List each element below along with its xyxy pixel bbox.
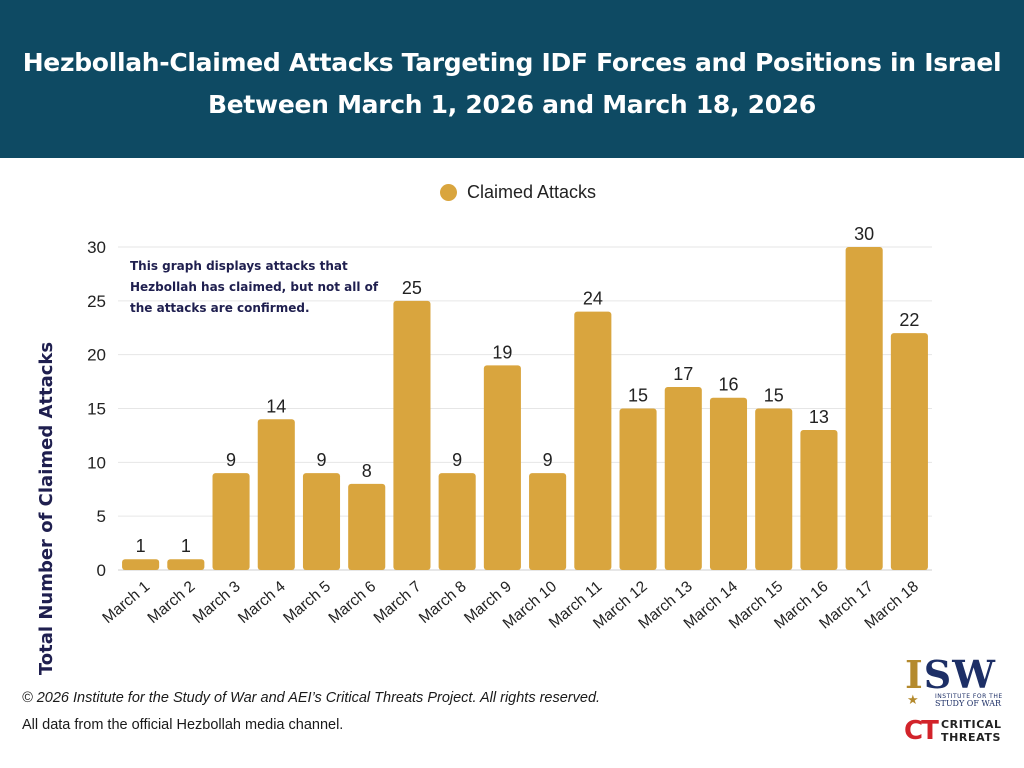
y-tick-label: 10 [87,453,106,472]
data-label: 25 [402,278,422,298]
ct-logo-line-2: THREATS [941,731,1001,744]
data-label: 1 [136,536,146,556]
data-label: 15 [764,386,784,406]
x-tick-label: March 7 [371,578,425,627]
data-label: 9 [543,450,553,470]
y-tick-label: 0 [97,561,106,580]
y-axis-label: Total Number of Claimed Attacks [36,342,57,675]
legend-swatch-icon [440,183,457,201]
bar [122,559,160,570]
data-label: 16 [718,375,738,395]
x-tick-label: March 8 [416,578,470,627]
legend-label: Claimed Attacks [467,181,597,202]
bar [438,473,476,570]
bar [167,559,205,570]
isw-logo: ISW ★ INSTITUTE FOR THE STUDY OF WAR [905,652,1005,708]
bar [483,365,521,570]
copyright-notice: © 2026 Institute for the Study of War an… [22,690,601,706]
y-tick-label: 5 [97,507,106,526]
x-tick-label: March 2 [145,578,199,627]
x-tick-label: March 5 [280,578,334,627]
data-label: 15 [628,386,648,406]
data-source-note: All data from the official Hezbollah med… [22,717,344,733]
data-label: 9 [316,450,326,470]
isw-logo-mark-sw: SW [923,652,996,697]
bar [302,473,341,570]
data-label: 9 [226,450,236,470]
bar [709,397,748,570]
data-label: 17 [673,364,693,384]
chart-title-line-2: Between March 1, 2026 and March 18, 2026 [208,90,816,119]
bar [393,300,431,570]
chart-title-line-1: Hezbollah-Claimed Attacks Targeting IDF … [22,48,1002,77]
data-label: 19 [492,342,512,362]
bar [800,430,838,570]
isw-logo-subtitle-2: STUDY OF WAR [935,699,1002,708]
data-label: 8 [362,461,372,481]
ct-logo-line-1: CRITICAL [941,718,1002,731]
bar [348,483,386,570]
x-tick-label: March 1 [99,578,153,627]
data-label: 30 [854,224,874,244]
isw-logo-subtitle-1: INSTITUTE FOR THE [935,693,1003,700]
data-label: 22 [899,310,919,330]
bar [619,408,657,570]
data-label: 24 [583,289,603,309]
x-tick-label: March 4 [235,578,289,627]
bar [890,333,928,570]
x-tick-label: March 3 [190,578,244,627]
data-label: 14 [266,396,286,416]
x-tick-label: March 6 [325,578,379,627]
bar [664,386,702,570]
y-tick-label: 25 [87,292,106,311]
bar [755,408,793,570]
bar [212,473,250,570]
bar [529,473,567,570]
y-tick-label: 30 [87,238,106,257]
data-label: 13 [809,407,829,427]
title-banner: Hezbollah-Claimed Attacks Targeting IDF … [0,0,1024,158]
y-tick-label: 20 [87,346,106,365]
data-label: 9 [452,450,462,470]
bar [574,311,612,570]
star-icon: ★ [907,692,919,707]
chart-disclaimer-note: This graph displays attacks that Hezboll… [130,259,379,315]
chart-legend: Claimed Attacks [440,178,596,206]
ct-logo-mark: CT [904,716,939,746]
data-label: 1 [181,536,191,556]
isw-logo-mark-i: I [905,652,924,697]
bar [845,247,883,570]
bar [257,419,295,570]
critical-threats-logo: CT CRITICAL THREATS [904,716,1014,748]
y-tick-label: 15 [87,400,106,419]
